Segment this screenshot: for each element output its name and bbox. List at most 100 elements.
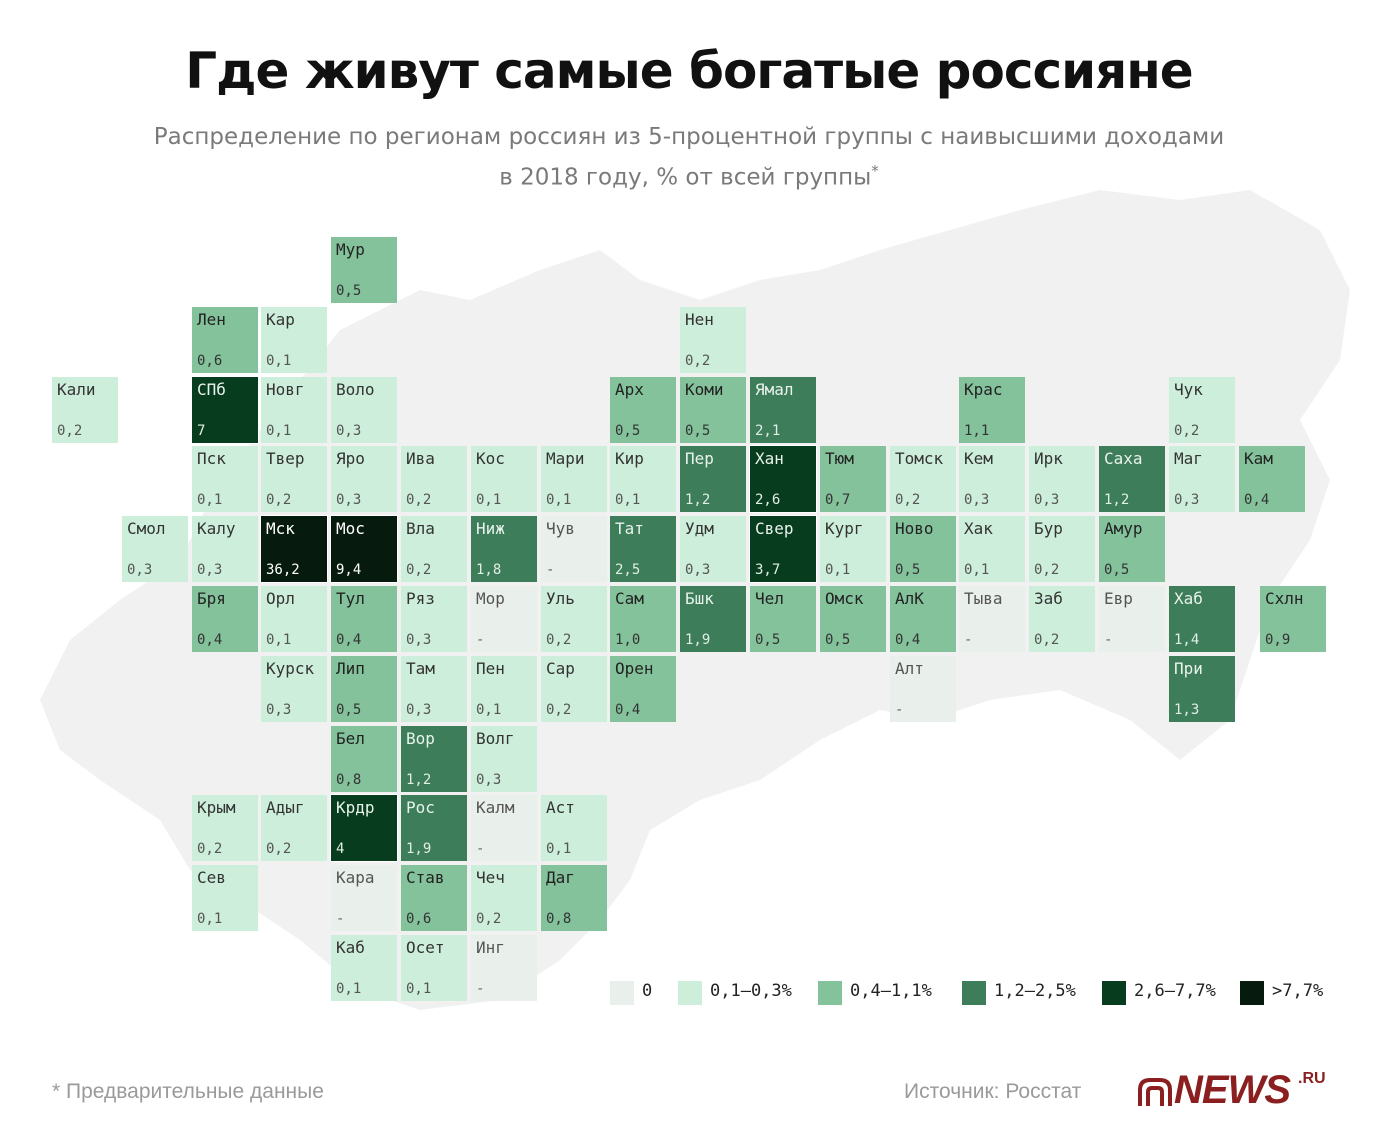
region-tile: Кар 0,1 xyxy=(261,307,327,373)
region-abbr: Вор xyxy=(406,729,435,748)
region-abbr: Схлн xyxy=(1265,589,1304,608)
region-abbr: Хаб xyxy=(1174,589,1203,608)
region-value: 0,1 xyxy=(406,981,432,997)
region-abbr: Пер xyxy=(685,449,714,468)
region-tile: Вла 0,2 xyxy=(401,516,467,582)
region-value: 0,5 xyxy=(685,423,711,439)
region-tile: Саха 1,2 xyxy=(1099,446,1165,512)
region-abbr: Уль xyxy=(546,589,575,608)
region-abbr: Крас xyxy=(964,380,1003,399)
region-tile: Мари 0,1 xyxy=(541,446,607,512)
region-tile: Бшк 1,9 xyxy=(680,586,746,652)
region-value: 36,2 xyxy=(266,562,300,578)
region-value: 0,4 xyxy=(197,632,223,648)
region-tile: Чел 0,5 xyxy=(750,586,816,652)
logo-text: NEWS xyxy=(1174,1068,1291,1112)
region-abbr: Ново xyxy=(895,519,934,538)
region-abbr: Орл xyxy=(266,589,295,608)
region-abbr: Крым xyxy=(197,798,236,817)
region-value: 1,4 xyxy=(1174,632,1200,648)
region-abbr: Нен xyxy=(685,310,714,329)
region-value: 0,3 xyxy=(336,492,362,508)
region-value: 1,2 xyxy=(1104,492,1130,508)
region-tile: Хак 0,1 xyxy=(959,516,1025,582)
region-abbr: Ирк xyxy=(1034,449,1063,468)
region-value: 0,3 xyxy=(127,562,153,578)
region-tile: Став 0,6 xyxy=(401,865,467,931)
region-tile: Пер 1,2 xyxy=(680,446,746,512)
region-abbr: Мск xyxy=(266,519,295,538)
region-value: 0,3 xyxy=(1034,492,1060,508)
region-tile: Сар 0,2 xyxy=(541,656,607,722)
region-value: 0,1 xyxy=(197,492,223,508)
subtitle-line-2-text: в 2018 году, % от всей группы xyxy=(499,164,872,191)
region-abbr: Коми xyxy=(685,380,724,399)
region-abbr: Хан xyxy=(755,449,784,468)
region-tile: Чеч 0,2 xyxy=(471,865,537,931)
region-tile: Смол 0,3 xyxy=(122,516,188,582)
region-abbr: Крдр xyxy=(336,798,375,817)
region-abbr: Кар xyxy=(266,310,295,329)
region-value: 0,1 xyxy=(476,492,502,508)
region-value: 0,1 xyxy=(546,492,572,508)
region-value: 0,4 xyxy=(336,632,362,648)
region-abbr: Кара xyxy=(336,868,375,887)
legend-label: >7,7% xyxy=(1272,981,1324,1001)
region-abbr: Вла xyxy=(406,519,435,538)
region-value: 0,3 xyxy=(406,702,432,718)
region-tile: Вор 1,2 xyxy=(401,726,467,792)
region-value: 0,2 xyxy=(57,423,83,439)
region-value: 1,2 xyxy=(406,772,432,788)
region-tile: Осет 0,1 xyxy=(401,935,467,1001)
region-tile: Орл 0,1 xyxy=(261,586,327,652)
region-tile: Кали 0,2 xyxy=(52,377,118,443)
region-abbr: Арх xyxy=(615,380,644,399)
region-tile: Сев 0,1 xyxy=(192,865,258,931)
region-abbr: Там xyxy=(406,659,435,678)
chart-subtitle: Распределение по регионам россиян из 5-п… xyxy=(120,120,1258,195)
region-value: 3,7 xyxy=(755,562,781,578)
region-value: 0,6 xyxy=(406,911,432,927)
region-value: 0,4 xyxy=(1244,492,1270,508)
region-abbr: Каб xyxy=(336,938,365,957)
region-tile: Рос 1,9 xyxy=(401,795,467,861)
region-value: - xyxy=(964,632,973,648)
region-abbr: Чук xyxy=(1174,380,1203,399)
region-tile: Лен 0,6 xyxy=(192,307,258,373)
region-value: 0,3 xyxy=(336,423,362,439)
region-tile: Сам 1,0 xyxy=(610,586,676,652)
region-abbr: Амур xyxy=(1104,519,1143,538)
region-abbr: Маг xyxy=(1174,449,1203,468)
source-note: Источник: Росстат xyxy=(904,1080,1082,1103)
region-value: 0,1 xyxy=(546,841,572,857)
region-tile: Алт - xyxy=(890,656,956,722)
region-tile: Аст 0,1 xyxy=(541,795,607,861)
region-abbr: Даг xyxy=(546,868,575,887)
region-abbr: Кали xyxy=(57,380,96,399)
region-tile: Бел 0,8 xyxy=(331,726,397,792)
region-abbr: Тат xyxy=(615,519,644,538)
region-value: 0,5 xyxy=(755,632,781,648)
region-tile: Кир 0,1 xyxy=(610,446,676,512)
region-tile: Кам 0,4 xyxy=(1239,446,1305,512)
region-abbr: Ряз xyxy=(406,589,435,608)
region-tile: Яро 0,3 xyxy=(331,446,397,512)
region-abbr: Кам xyxy=(1244,449,1273,468)
region-abbr: Мур xyxy=(336,240,365,259)
region-tile: Адыг 0,2 xyxy=(261,795,327,861)
region-abbr: Тюм xyxy=(825,449,854,468)
region-value: 0,2 xyxy=(1034,562,1060,578)
region-value: 0,3 xyxy=(266,702,292,718)
region-tile: Заб 0,2 xyxy=(1029,586,1095,652)
region-abbr: Лен xyxy=(197,310,226,329)
region-abbr: Заб xyxy=(1034,589,1063,608)
region-value: 0,5 xyxy=(895,562,921,578)
legend-swatch xyxy=(610,981,634,1005)
region-value: 0,2 xyxy=(476,911,502,927)
region-value: 0,1 xyxy=(615,492,641,508)
region-value: 1,9 xyxy=(406,841,432,857)
region-value: 0,2 xyxy=(406,562,432,578)
region-abbr: Мос xyxy=(336,519,365,538)
region-abbr: Хак xyxy=(964,519,993,538)
region-abbr: СПб xyxy=(197,380,226,399)
